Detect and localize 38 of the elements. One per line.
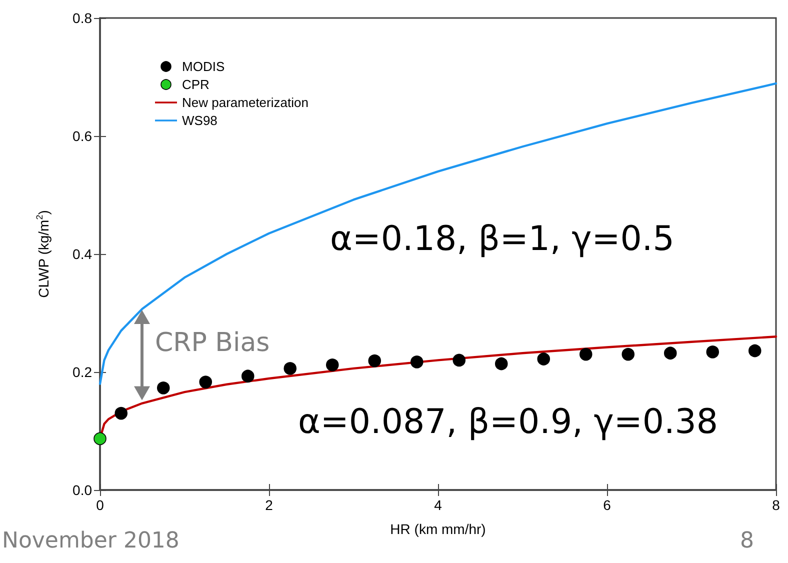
point xyxy=(284,362,297,375)
point xyxy=(622,348,635,361)
point xyxy=(494,357,508,370)
legend-label: WS98 xyxy=(182,113,218,128)
x-axis-title: HR (km mm/hr) xyxy=(390,521,486,537)
y-tick-label: 0.2 xyxy=(72,364,92,380)
point xyxy=(537,352,550,366)
point xyxy=(664,346,677,360)
annotation: CRP Bias xyxy=(155,328,270,358)
x-tick-label: 6 xyxy=(603,497,612,513)
point xyxy=(579,348,592,361)
annotation: α=0.087, β=0.9, γ=0.38 xyxy=(298,402,718,442)
x-tick-label: 4 xyxy=(434,497,442,513)
text: 8 xyxy=(740,528,754,554)
legend-label: MODIS xyxy=(182,59,225,74)
point xyxy=(706,346,720,358)
y-tick-label: 0.6 xyxy=(72,128,92,144)
x-tick-label: 2 xyxy=(265,497,274,513)
point xyxy=(452,354,466,367)
point xyxy=(114,406,128,420)
point xyxy=(410,356,424,368)
y-tick-label: 0.0 xyxy=(72,482,92,498)
point xyxy=(326,358,339,372)
point xyxy=(748,344,762,358)
point xyxy=(94,432,106,446)
point xyxy=(156,382,170,394)
y-tick-label: 0.4 xyxy=(72,246,92,262)
legend-label: CPR xyxy=(182,77,210,92)
point xyxy=(368,354,382,368)
text: November 2018 xyxy=(2,528,180,554)
y-axis-title: CLWP (kg/m2) xyxy=(34,210,52,298)
annotation: α=0.18, β=1, γ=0.5 xyxy=(330,219,674,259)
point xyxy=(241,370,254,383)
x-tick-label: 0 xyxy=(96,497,104,513)
y-tick-label: 0.8 xyxy=(72,10,92,26)
x-tick-label: 8 xyxy=(772,497,780,513)
point xyxy=(199,376,212,388)
legend-label: New parameterization xyxy=(182,95,308,110)
